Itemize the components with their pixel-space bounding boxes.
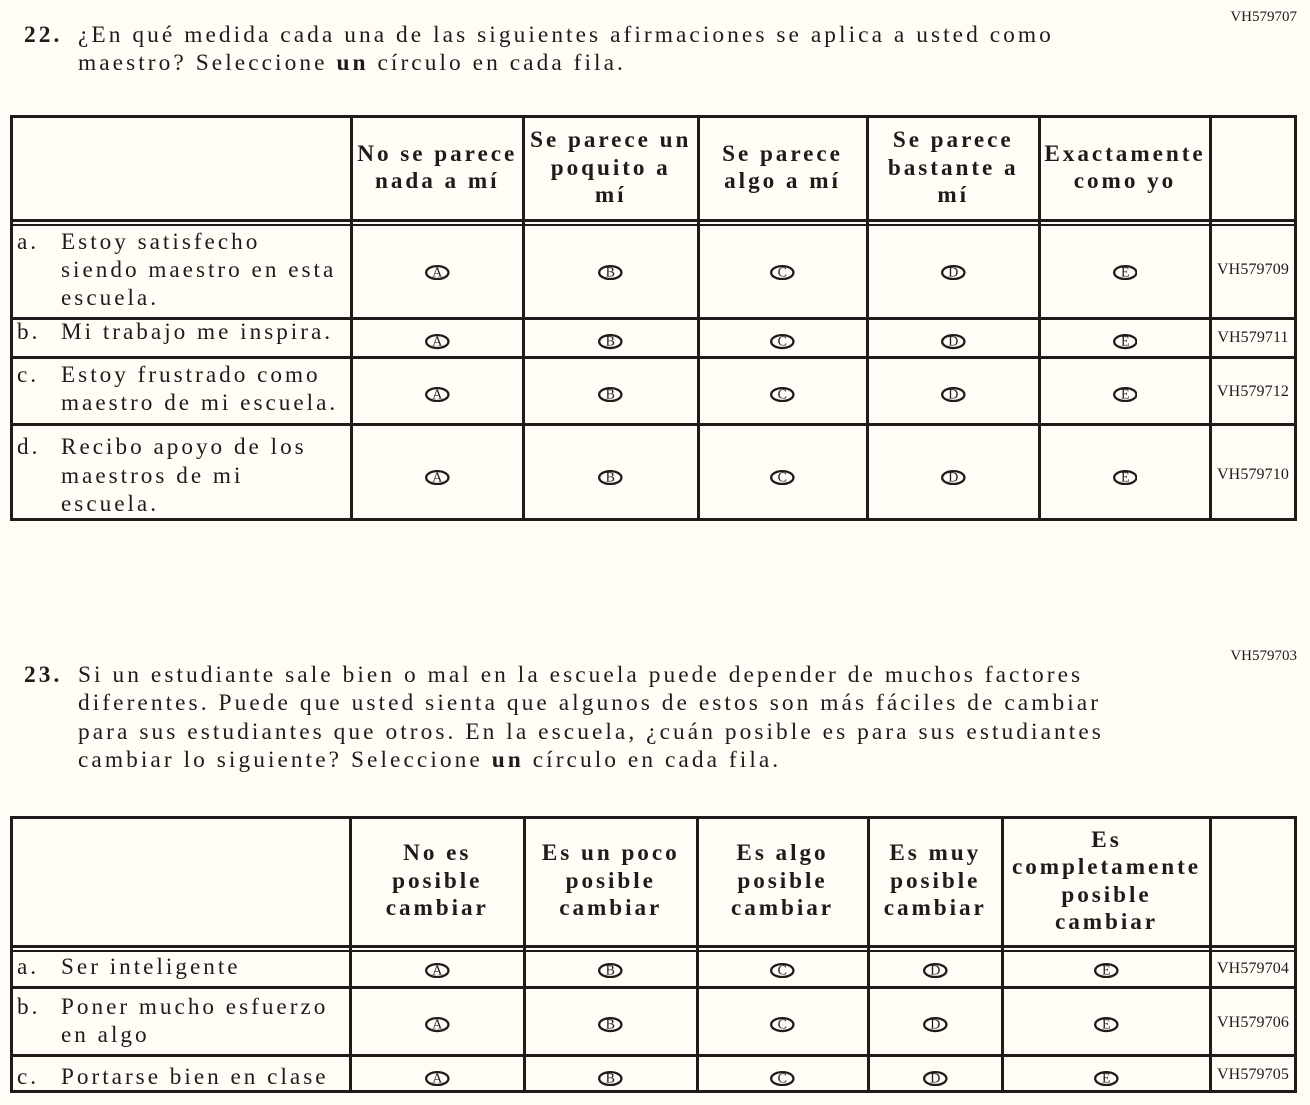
svg-text:E: E [1102, 964, 1111, 979]
svg-text:A: A [432, 388, 442, 403]
svg-text:E: E [1121, 388, 1130, 403]
svg-text:A: A [432, 964, 442, 979]
svg-text:D: D [930, 1018, 940, 1033]
svg-text:B: B [606, 964, 615, 979]
svg-text:C: C [778, 388, 787, 403]
svg-text:D: D [948, 335, 958, 350]
svg-text:C: C [778, 1072, 787, 1087]
svg-text:A: A [432, 1072, 442, 1087]
svg-text:A: A [432, 1018, 442, 1033]
svg-text:B: B [606, 1018, 615, 1033]
svg-text:D: D [948, 470, 958, 485]
svg-text:C: C [778, 335, 787, 350]
svg-text:C: C [778, 964, 787, 979]
svg-text:A: A [432, 335, 442, 350]
svg-text:D: D [948, 265, 958, 280]
svg-text:C: C [778, 470, 787, 485]
svg-text:D: D [930, 1072, 940, 1087]
svg-text:A: A [432, 265, 442, 280]
svg-text:B: B [606, 1072, 615, 1087]
svg-text:D: D [948, 388, 958, 403]
svg-text:E: E [1121, 470, 1130, 485]
svg-text:D: D [930, 964, 940, 979]
svg-text:A: A [432, 470, 442, 485]
svg-text:E: E [1121, 335, 1130, 350]
svg-text:E: E [1121, 265, 1130, 280]
svg-text:C: C [778, 265, 787, 280]
svg-text:B: B [606, 470, 615, 485]
svg-text:E: E [1102, 1018, 1111, 1033]
svg-text:B: B [606, 265, 615, 280]
svg-text:B: B [606, 335, 615, 350]
svg-text:C: C [778, 1018, 787, 1033]
svg-text:B: B [606, 388, 615, 403]
svg-text:E: E [1102, 1072, 1111, 1087]
